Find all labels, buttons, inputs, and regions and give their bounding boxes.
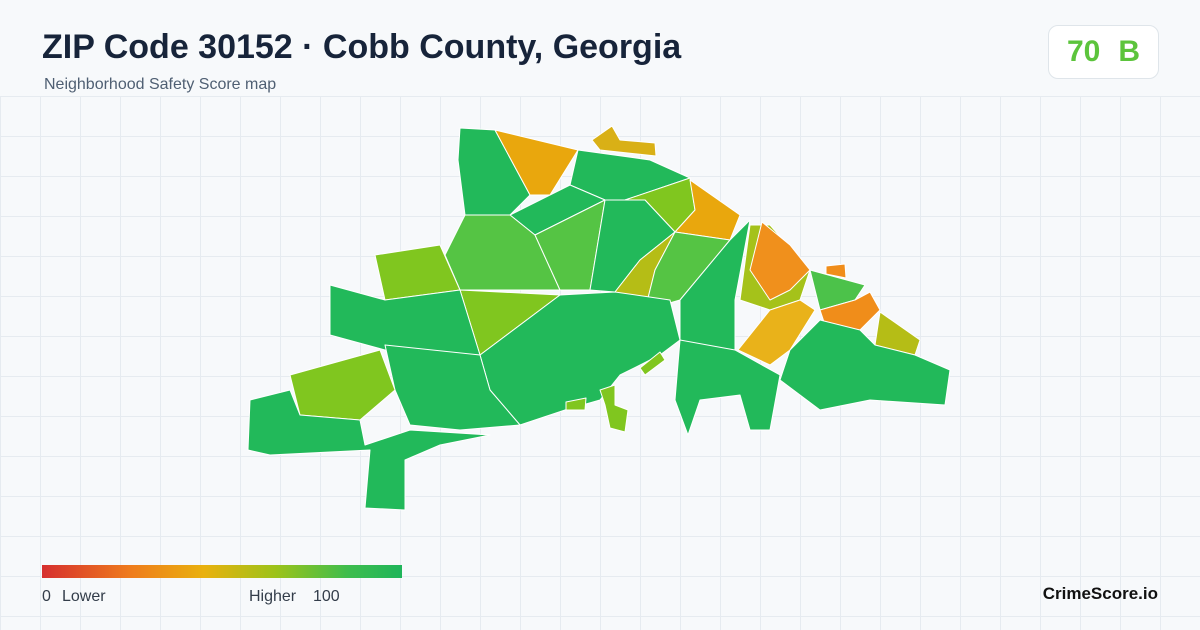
subtitle: Neighborhood Safety Score map [44,76,277,93]
score-badge: 70 B [1048,25,1159,79]
legend-min-label: Lower [62,588,106,605]
score-grade: B [1118,35,1141,68]
neighborhoods [247,125,951,511]
legend-max: 100 [313,588,340,605]
legend-min: 0 [42,588,51,605]
legend-gradient [42,565,402,578]
title: ZIP Code 30152 · Cobb County, Georgia [42,28,682,66]
legend-max-label: Higher [249,588,297,605]
header: ZIP Code 30152 · Cobb County, Georgia Ne… [0,0,1200,97]
brand: CrimeScore.io [1042,584,1158,603]
score-value: 70 [1066,35,1101,68]
